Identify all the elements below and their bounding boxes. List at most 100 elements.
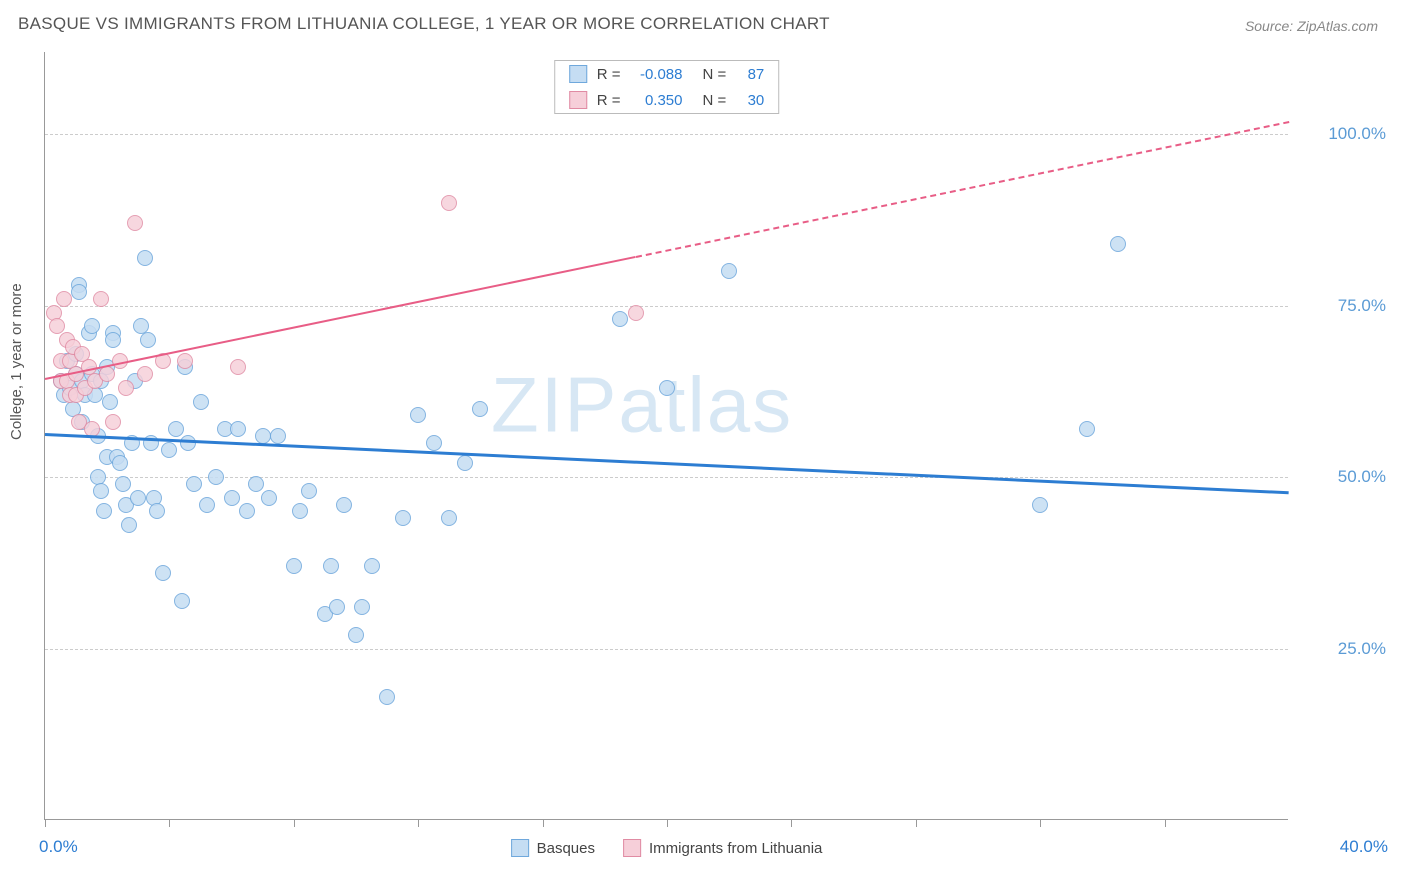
data-point xyxy=(364,558,380,574)
legend-item: Immigrants from Lithuania xyxy=(623,839,822,857)
data-point xyxy=(168,421,184,437)
data-point xyxy=(441,195,457,211)
data-point xyxy=(118,380,134,396)
data-point xyxy=(137,250,153,266)
data-point xyxy=(457,455,473,471)
data-point xyxy=(255,428,271,444)
n-label: N = xyxy=(703,92,727,109)
data-point xyxy=(292,503,308,519)
n-value: 30 xyxy=(736,92,764,109)
data-point xyxy=(261,490,277,506)
data-point xyxy=(174,593,190,609)
x-max-label: 40.0% xyxy=(1340,837,1388,857)
x-tick xyxy=(169,819,170,827)
data-point xyxy=(161,442,177,458)
x-tick xyxy=(667,819,668,827)
x-tick xyxy=(791,819,792,827)
data-point xyxy=(1079,421,1095,437)
data-point xyxy=(1032,497,1048,513)
data-point xyxy=(177,353,193,369)
trend-line xyxy=(45,433,1289,494)
legend-row: R = 0.350 N = 30 xyxy=(555,87,779,113)
data-point xyxy=(155,565,171,581)
y-tick-label: 50.0% xyxy=(1338,467,1386,487)
correlation-legend: R = -0.088N = 87R = 0.350N = 30 xyxy=(554,60,780,114)
x-tick xyxy=(916,819,917,827)
data-point xyxy=(193,394,209,410)
data-point xyxy=(379,689,395,705)
data-point xyxy=(56,291,72,307)
data-point xyxy=(286,558,302,574)
data-point xyxy=(721,263,737,279)
data-point xyxy=(140,332,156,348)
data-point xyxy=(121,517,137,533)
gridline xyxy=(45,134,1288,135)
gridline xyxy=(45,649,1288,650)
data-point xyxy=(137,366,153,382)
data-point xyxy=(102,394,118,410)
data-point xyxy=(348,627,364,643)
chart-title: BASQUE VS IMMIGRANTS FROM LITHUANIA COLL… xyxy=(18,14,830,34)
data-point xyxy=(199,497,215,513)
legend-row: R = -0.088N = 87 xyxy=(555,61,779,87)
data-point xyxy=(354,599,370,615)
r-label: R = xyxy=(597,92,621,109)
data-point xyxy=(336,497,352,513)
data-point xyxy=(93,291,109,307)
data-point xyxy=(248,476,264,492)
data-point xyxy=(441,510,457,526)
x-tick xyxy=(294,819,295,827)
gridline xyxy=(45,477,1288,478)
legend-label: Immigrants from Lithuania xyxy=(649,840,822,857)
data-point xyxy=(329,599,345,615)
legend-item: Basques xyxy=(511,839,595,857)
x-tick xyxy=(418,819,419,827)
data-point xyxy=(426,435,442,451)
data-point xyxy=(127,215,143,231)
data-point xyxy=(130,490,146,506)
r-value: -0.088 xyxy=(631,66,683,83)
data-point xyxy=(84,318,100,334)
y-axis-label: College, 1 year or more xyxy=(8,283,25,440)
data-point xyxy=(1110,236,1126,252)
trend-line xyxy=(636,121,1290,258)
x-tick xyxy=(1165,819,1166,827)
x-min-label: 0.0% xyxy=(39,837,78,857)
legend-swatch xyxy=(569,91,587,109)
data-point xyxy=(612,311,628,327)
x-tick xyxy=(45,819,46,827)
data-point xyxy=(105,332,121,348)
source-attribution: Source: ZipAtlas.com xyxy=(1245,18,1378,34)
r-label: R = xyxy=(597,66,621,83)
trend-line xyxy=(45,256,636,380)
data-point xyxy=(323,558,339,574)
data-point xyxy=(96,503,112,519)
legend-swatch xyxy=(623,839,641,857)
legend-label: Basques xyxy=(537,840,595,857)
data-point xyxy=(149,503,165,519)
x-tick xyxy=(1040,819,1041,827)
data-point xyxy=(208,469,224,485)
data-point xyxy=(395,510,411,526)
data-point xyxy=(628,305,644,321)
data-point xyxy=(472,401,488,417)
watermark: ZIPatlas xyxy=(491,360,793,451)
data-point xyxy=(93,483,109,499)
r-value: 0.350 xyxy=(631,92,683,109)
y-tick-label: 25.0% xyxy=(1338,639,1386,659)
data-point xyxy=(270,428,286,444)
data-point xyxy=(186,476,202,492)
data-point xyxy=(71,284,87,300)
data-point xyxy=(230,359,246,375)
legend-swatch xyxy=(511,839,529,857)
data-point xyxy=(112,455,128,471)
x-tick xyxy=(543,819,544,827)
data-point xyxy=(115,476,131,492)
n-value: 87 xyxy=(736,66,764,83)
data-point xyxy=(239,503,255,519)
gridline xyxy=(45,306,1288,307)
y-tick-label: 75.0% xyxy=(1338,296,1386,316)
legend-swatch xyxy=(569,65,587,83)
data-point xyxy=(659,380,675,396)
series-legend: Basques Immigrants from Lithuania xyxy=(511,839,823,857)
